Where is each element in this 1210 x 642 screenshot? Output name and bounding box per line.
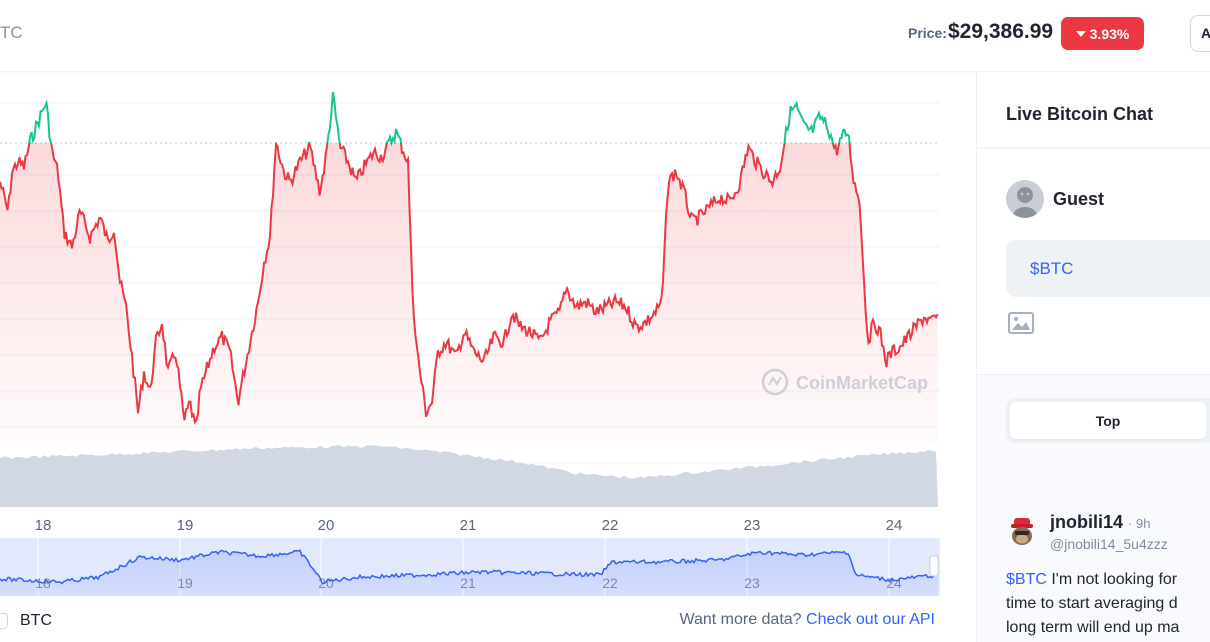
image-upload-icon[interactable] xyxy=(1008,312,1034,334)
x-axis-label: 21 xyxy=(460,517,477,534)
navigator-labels: 18 19 20 21 22 23 24 xyxy=(35,575,902,591)
post-line-3: long term will end up ma xyxy=(1006,619,1180,636)
x-axis-labels: 18 19 20 21 22 23 24 xyxy=(35,517,903,534)
post-tag[interactable]: $BTC xyxy=(1006,571,1047,588)
navigator-label: 23 xyxy=(744,575,760,591)
api-link[interactable]: Check out our API xyxy=(806,611,935,628)
guest-avatar xyxy=(1006,180,1044,218)
post-line-1: I'm not looking for xyxy=(1046,571,1178,588)
price-change-badge: 3.93% xyxy=(1061,17,1144,50)
chat-composer: Guest $BTC xyxy=(977,149,1210,375)
navigator-label: 21 xyxy=(460,575,476,591)
price-change-value: 3.93% xyxy=(1089,25,1130,42)
add-button[interactable]: A xyxy=(1190,15,1210,52)
tab-top[interactable]: Top xyxy=(1010,402,1206,439)
navigator-handle[interactable] xyxy=(929,555,939,577)
compose-input[interactable]: $BTC xyxy=(1006,240,1210,297)
chart-legend: BTC xyxy=(0,610,52,632)
navigator-label: 19 xyxy=(177,575,193,591)
post-body: $BTC I'm not looking for time to start a… xyxy=(1006,568,1210,640)
volume-area xyxy=(0,445,938,507)
watermark: CoinMarketCap xyxy=(761,368,928,396)
legend-checkbox[interactable] xyxy=(0,613,8,629)
legend-label-btc: BTC xyxy=(20,612,52,629)
price-value: $29,386.99 xyxy=(948,20,1054,43)
chat-panel: Live Bitcoin Chat Guest $BTC Top xyxy=(976,72,1210,642)
x-axis-label: 24 xyxy=(886,517,903,534)
breadcrumb[interactable]: TC xyxy=(0,23,23,42)
more-data-text: Want more data? Check out our API xyxy=(679,611,935,629)
post-username-text[interactable]: jnobili14 xyxy=(1050,512,1124,532)
price-label: Price: xyxy=(908,25,947,41)
navigator-line xyxy=(0,549,939,585)
guest-name: Guest xyxy=(1053,189,1105,209)
chat-title: Live Bitcoin Chat xyxy=(1006,104,1154,124)
x-axis-label: 22 xyxy=(602,517,619,534)
chat-tabs: Top xyxy=(1006,398,1210,443)
more-data-question: Want more data? xyxy=(679,611,802,628)
navigator-label: 18 xyxy=(35,575,51,591)
x-axis-label: 18 xyxy=(35,517,52,534)
navigator-area xyxy=(0,550,938,596)
compose-text: $BTC xyxy=(1030,259,1074,278)
navigator-label: 22 xyxy=(602,575,618,591)
watermark-text: CoinMarketCap xyxy=(796,373,928,393)
price-chart-svg[interactable]: CoinMarketCap 18 19 20 21 22 23 24 18 19 20 21 22 2… xyxy=(0,72,960,612)
top-bar: TC Price: $29,386.99 3.93% A xyxy=(0,0,1210,72)
navigator-label: 20 xyxy=(318,575,334,591)
caret-down-icon xyxy=(1075,30,1086,37)
chat-header: Live Bitcoin Chat xyxy=(977,72,1210,148)
post-handle: @jnobili14_5u4zzz xyxy=(1050,536,1168,552)
price-chart[interactable]: CoinMarketCap 18 19 20 21 22 23 24 18 19 20 21 22 2… xyxy=(0,72,960,642)
post-username[interactable]: jnobili14 · 9h xyxy=(1050,512,1150,533)
navigator-label: 24 xyxy=(886,575,902,591)
user-avatar-icon[interactable] xyxy=(1006,516,1038,548)
post-time: · 9h xyxy=(1128,516,1151,531)
x-axis-label: 23 xyxy=(744,517,761,534)
post-line-2: time to start averaging d xyxy=(1006,595,1178,612)
price-line-below xyxy=(0,143,939,425)
x-axis-label: 19 xyxy=(177,517,194,534)
price-area-fill xyxy=(0,143,938,443)
x-axis-label: 20 xyxy=(318,517,335,534)
